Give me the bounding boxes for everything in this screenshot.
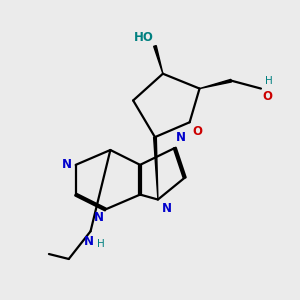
- Polygon shape: [154, 137, 158, 200]
- Text: N: N: [62, 158, 72, 171]
- Text: HO: HO: [134, 32, 154, 44]
- Text: N: N: [94, 211, 104, 224]
- Text: O: O: [262, 90, 272, 103]
- Text: N: N: [161, 202, 172, 215]
- Polygon shape: [200, 80, 232, 88]
- Text: H: H: [265, 76, 272, 86]
- Text: N: N: [176, 131, 186, 145]
- Polygon shape: [154, 46, 163, 74]
- Text: N: N: [84, 235, 94, 248]
- Text: O: O: [193, 125, 202, 138]
- Text: H: H: [97, 239, 105, 249]
